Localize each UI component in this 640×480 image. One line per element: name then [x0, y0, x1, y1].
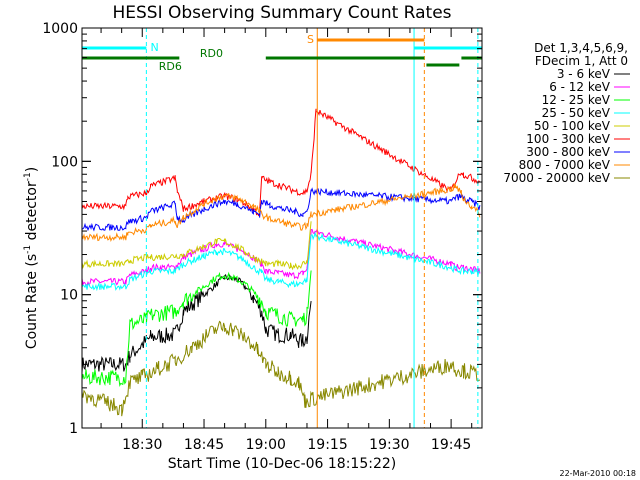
- series-4: [81, 221, 312, 271]
- legend-label-7: 800 - 7000 keV: [519, 158, 611, 172]
- y-tick-label-0: 1: [69, 421, 78, 437]
- series-line-7: [81, 183, 481, 243]
- series-line-8: [81, 320, 480, 417]
- legend-label-5: 100 - 300 keV: [526, 132, 610, 146]
- series-line-5: [81, 108, 481, 217]
- legend-label-1: 6 - 12 keV: [549, 80, 611, 94]
- series-5: [81, 108, 481, 217]
- series-line-3: [81, 231, 481, 292]
- y-axis-label-sup1: -1: [23, 245, 33, 254]
- state-flag-rd0: RD0: [200, 47, 223, 60]
- series-line-2: [81, 270, 312, 387]
- legend-header-0: Det 1,3,4,5,6,9,: [534, 41, 628, 55]
- chart-title: HESSI Observing Summary Count Rates: [112, 3, 451, 23]
- legend-label-6: 300 - 800 keV: [526, 145, 610, 159]
- x-tick-label-1: 18:45: [184, 437, 224, 453]
- legend-header-1: FDecim 1, Att 0: [535, 54, 628, 68]
- series-3: [81, 231, 481, 292]
- series-7: [81, 183, 481, 243]
- x-tick-label-3: 19:15: [307, 437, 347, 453]
- y-axis-label-end: ): [24, 167, 40, 172]
- y-axis-label-main: Count Rate (s: [24, 254, 40, 349]
- state-flag-n: N: [150, 41, 158, 54]
- y-tick-label-2: 100: [51, 154, 78, 170]
- series-8: [81, 320, 480, 417]
- y-tick-label-1: 10: [60, 288, 78, 304]
- x-tick-label-4: 19:30: [369, 437, 409, 453]
- x-tick-label-0: 18:30: [122, 437, 162, 453]
- x-tick-label-2: 19:00: [246, 437, 286, 453]
- y-axis-label-sup2: -1: [23, 172, 33, 181]
- legend-label-2: 12 - 25 keV: [542, 93, 611, 107]
- legend-label-4: 50 - 100 keV: [534, 119, 611, 133]
- state-flag-rd6: RD6: [159, 60, 182, 73]
- legend-label-3: 25 - 50 keV: [542, 106, 611, 120]
- legend-label-8: 7000 - 20000 keV: [503, 171, 610, 185]
- plot-frame: [81, 27, 483, 429]
- y-axis-label: Count Rate (s-1 detector-1): [23, 167, 40, 349]
- series-0: [81, 274, 312, 373]
- legend: Det 1,3,4,5,6,9,FDecim 1, Att 03 - 6 keV…: [503, 41, 630, 185]
- y-tick-label-3: 1000: [42, 21, 78, 37]
- plot-area: N RD0 RD6 S 1 10 100 1000 18:30 18:45 19:00 19:15 19…: [42, 21, 483, 453]
- legend-label-0: 3 - 6 keV: [557, 67, 611, 81]
- x-tick-label-5: 19:45: [431, 437, 471, 453]
- series-line-4: [81, 221, 312, 271]
- y-axis-label-mid: detector: [24, 181, 40, 245]
- x-axis-label: Start Time (10-Dec-06 18:15:22): [168, 456, 396, 472]
- footer-date: 22-Mar-2010 00:18: [560, 469, 637, 478]
- state-flag-s: S: [307, 33, 314, 46]
- series-line-0: [81, 274, 312, 373]
- series-2: [81, 270, 312, 387]
